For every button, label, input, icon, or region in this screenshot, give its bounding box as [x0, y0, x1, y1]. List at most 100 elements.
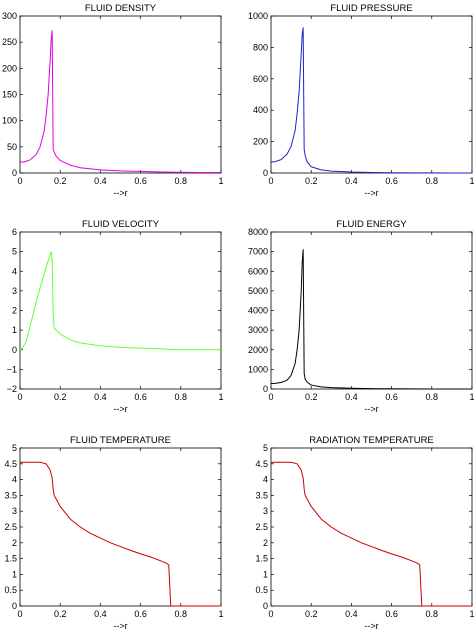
x-tick-label: 0.4	[94, 392, 107, 402]
x-axis-label: -->r	[113, 188, 127, 198]
x-tick-label: 0.8	[175, 176, 188, 186]
y-tick-label: 2	[263, 538, 268, 548]
y-tick-label: 200	[2, 63, 17, 73]
y-tick-label: 300	[2, 11, 17, 21]
y-tick-label: 50	[7, 142, 17, 152]
x-tick-label: 0.2	[54, 392, 67, 402]
series-line	[20, 461, 221, 607]
series-line	[270, 27, 472, 174]
chart-title: FLUID ENERGY	[336, 219, 407, 230]
y-tick-label: 2	[12, 538, 17, 548]
y-tick-label: 1	[263, 569, 268, 579]
y-tick-label: 3.5	[255, 490, 268, 500]
x-tick-label: 0.4	[345, 392, 358, 402]
x-tick-label: 0.8	[426, 392, 439, 402]
chart-panel-4: FLUID ENERGY 0 0.2 0.4 0.6 0.8 1 0 1000 2000 3000 4…	[248, 219, 474, 414]
x-tick-label: 0.2	[305, 176, 318, 186]
x-tick-label: 0.4	[345, 176, 358, 186]
x-tick-label: 0	[17, 392, 22, 402]
y-tick-label: 0	[12, 345, 17, 355]
y-tick-label: 2	[12, 306, 17, 316]
y-tick-label: 1000	[248, 11, 268, 21]
x-axis-label: -->r	[113, 621, 127, 631]
y-tick-label: 0	[263, 168, 268, 178]
y-tick-label: 600	[253, 74, 268, 84]
y-tick-label: 8000	[248, 227, 268, 237]
x-tick-label: 0.8	[175, 609, 188, 619]
chart-panel-6: RADIATION TEMPERATURE 0 0.2 0.4 0.6 0.8 1 0 0.5 1…	[255, 435, 474, 631]
y-tick-label: 5000	[248, 286, 268, 296]
x-tick-label: 0.4	[345, 609, 358, 619]
chart-panel-1: FLUID DENSITY 0 0.2 0.4 0.6 0.8 1 0 50 100 150 200 2…	[2, 3, 224, 198]
y-tick-label: 0	[263, 384, 268, 394]
y-tick-label: 5	[263, 443, 268, 453]
series-line	[271, 461, 472, 607]
y-tick-label: 3000	[248, 325, 268, 335]
y-tick-label: 100	[2, 116, 17, 126]
y-tick-label: 800	[253, 42, 268, 52]
x-axis-label: -->r	[364, 404, 378, 414]
x-axis-label: -->r	[364, 621, 378, 631]
x-tick-label: 0	[17, 176, 22, 186]
y-tick-label: 5	[12, 247, 17, 257]
chart-title: FLUID TEMPERATURE	[70, 435, 171, 446]
y-tick-label: 4.5	[4, 459, 17, 469]
x-tick-label: 0	[17, 609, 22, 619]
x-tick-label: 0.8	[175, 392, 188, 402]
x-tick-label: 0.6	[134, 609, 147, 619]
y-tick-label: 0.5	[4, 585, 17, 595]
y-tick-label: 7000	[248, 247, 268, 257]
y-tick-label: 1000	[248, 364, 268, 374]
y-tick-label: 2.5	[255, 522, 268, 532]
y-tick-label: 5	[12, 443, 17, 453]
x-tick-label: 1	[469, 176, 474, 186]
y-tick-label: 6000	[248, 266, 268, 276]
x-tick-label: 0.2	[54, 176, 67, 186]
series-line	[270, 249, 472, 390]
y-tick-label: −1	[7, 364, 17, 374]
y-tick-label: 0.5	[255, 585, 268, 595]
x-tick-label: 1	[469, 392, 474, 402]
y-tick-label: 4	[12, 266, 17, 276]
x-tick-label: 0.6	[134, 392, 147, 402]
plot-frame	[19, 15, 222, 174]
chart-panel-5: FLUID TEMPERATURE 0 0.2 0.4 0.6 0.8 1 0 0.5 1 1.5 2…	[4, 435, 223, 631]
y-tick-label: 4	[12, 475, 17, 485]
plot-frame	[270, 231, 473, 390]
y-tick-label: 0	[12, 601, 17, 611]
y-tick-label: 1	[12, 569, 17, 579]
y-tick-label: 1.5	[4, 554, 17, 564]
y-tick-label: 250	[2, 37, 17, 47]
x-axis-label: -->r	[364, 188, 378, 198]
chart-title: FLUID DENSITY	[85, 3, 157, 14]
series-line	[19, 251, 221, 351]
x-tick-label: 1	[218, 392, 223, 402]
x-axis-label: -->r	[113, 404, 127, 414]
y-tick-label: 3	[12, 506, 17, 516]
x-tick-label: 1	[469, 609, 474, 619]
series-line	[20, 30, 221, 173]
chart-title: FLUID VELOCITY	[82, 219, 160, 230]
x-tick-label: 0.2	[305, 609, 318, 619]
y-tick-label: 2000	[248, 345, 268, 355]
y-tick-label: 1	[12, 325, 17, 335]
x-tick-label: 1	[218, 176, 223, 186]
y-tick-label: 3	[12, 286, 17, 296]
x-tick-label: 0	[268, 176, 273, 186]
chart-panel-2: FLUID PRESSURE 0 0.2 0.4 0.6 0.8 1 0 200 400 600 80…	[248, 3, 474, 198]
x-tick-label: 0.8	[426, 176, 439, 186]
x-tick-label: 0	[268, 609, 273, 619]
x-tick-label: 0.8	[426, 609, 439, 619]
chart-title: FLUID PRESSURE	[330, 3, 412, 14]
y-tick-label: 3.5	[4, 490, 17, 500]
chart-title: RADIATION TEMPERATURE	[309, 435, 434, 446]
y-tick-label: −2	[7, 384, 17, 394]
x-tick-label: 0.6	[385, 176, 398, 186]
y-tick-label: 0	[12, 168, 17, 178]
x-tick-label: 0	[268, 392, 273, 402]
x-tick-label: 0.6	[385, 609, 398, 619]
x-tick-label: 0.6	[134, 176, 147, 186]
y-tick-label: 0	[263, 601, 268, 611]
x-tick-label: 0.2	[54, 609, 67, 619]
